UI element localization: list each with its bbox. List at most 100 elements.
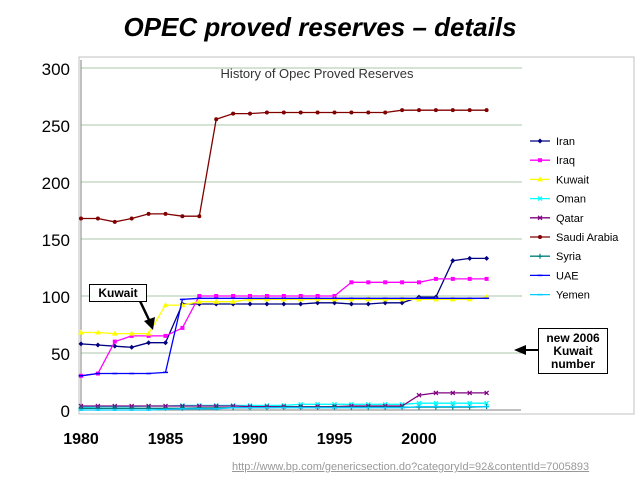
legend-label: Kuwait	[556, 174, 589, 186]
y-tick-label: 200	[42, 174, 70, 193]
data-point	[231, 111, 236, 116]
data-point	[315, 110, 320, 115]
data-point	[162, 302, 169, 308]
legend-item: UAE	[530, 270, 579, 282]
legend-label: Iran	[556, 136, 575, 148]
data-point	[332, 294, 337, 298]
data-point	[400, 108, 405, 113]
data-point	[78, 329, 84, 335]
x-tick-label: 1980	[63, 431, 99, 448]
kuwait-callout: Kuwait	[89, 284, 147, 302]
kuwait-callout-arrowhead	[144, 317, 155, 330]
data-point	[467, 255, 473, 261]
legend-label: UAE	[556, 270, 579, 282]
legend-label: Qatar	[556, 213, 584, 225]
new-kuwait-callout: new 2006 Kuwait number	[538, 328, 608, 374]
data-point	[366, 110, 371, 115]
data-point	[298, 294, 303, 298]
data-point	[213, 298, 220, 304]
data-point	[264, 110, 269, 115]
data-point	[417, 108, 421, 113]
data-point	[112, 219, 117, 224]
y-tick-label: 100	[42, 288, 70, 307]
data-point	[537, 215, 543, 221]
data-point	[467, 390, 473, 396]
data-point	[180, 214, 185, 219]
data-point	[214, 117, 219, 122]
data-point	[467, 276, 472, 281]
data-point	[399, 300, 405, 306]
legend-item: Saudi Arabia	[530, 232, 619, 244]
data-point	[450, 276, 455, 281]
data-point	[416, 392, 422, 398]
legend-item: Kuwait	[530, 174, 589, 186]
data-point	[467, 400, 473, 406]
data-point	[332, 110, 337, 115]
data-point	[78, 341, 84, 347]
data-point	[281, 110, 286, 115]
data-point	[298, 301, 304, 307]
y-tick-label: 50	[51, 345, 70, 364]
data-point	[281, 301, 287, 307]
new-kuwait-callout-line2: Kuwait	[553, 344, 593, 358]
x-tick-label: 2000	[401, 431, 437, 448]
data-point	[400, 280, 405, 285]
data-point	[537, 176, 543, 182]
data-point	[264, 301, 270, 307]
data-point	[163, 333, 168, 338]
data-point	[214, 294, 219, 298]
legend-label: Iraq	[556, 155, 575, 167]
data-point	[538, 235, 542, 239]
data-point	[484, 400, 490, 406]
x-tick-label: 1985	[148, 431, 184, 448]
legend-label: Oman	[556, 194, 586, 206]
data-point	[349, 280, 354, 285]
data-point	[264, 294, 269, 298]
source-link[interactable]: http://www.bp.com/genericsection.do?cate…	[232, 461, 590, 473]
data-point	[366, 280, 371, 285]
legend-item: Iraq	[530, 155, 575, 167]
slide-title: OPEC proved reserves – details	[123, 12, 517, 42]
data-point	[94, 329, 101, 335]
legend-item: Oman	[530, 194, 586, 206]
data-point	[248, 111, 252, 116]
legend-item: Qatar	[530, 213, 584, 225]
kuwait-callout-arrow	[138, 300, 152, 323]
data-point	[484, 390, 490, 396]
data-point	[417, 280, 421, 285]
series-iraq	[79, 276, 489, 378]
data-point	[196, 298, 203, 304]
data-point	[298, 110, 303, 115]
data-point	[484, 255, 490, 261]
legend-label: Saudi Arabia	[556, 232, 619, 244]
y-tick-labels: 0 50 100 150 200 250 300	[42, 60, 70, 421]
data-point	[348, 301, 354, 307]
data-point	[450, 400, 456, 406]
kuwait-callout-label: Kuwait	[98, 286, 138, 300]
data-point	[537, 196, 543, 202]
data-point	[112, 339, 117, 344]
chart-title: History of Opec Proved Reserves	[221, 66, 414, 81]
y-tick-label: 300	[42, 60, 70, 79]
data-point	[180, 325, 185, 330]
data-point	[416, 400, 422, 406]
data-point	[467, 108, 472, 113]
x-tick-label: 1995	[317, 431, 353, 448]
data-point	[163, 211, 168, 216]
data-point	[146, 340, 152, 346]
data-point	[95, 342, 101, 348]
data-point	[145, 330, 152, 336]
data-point	[383, 280, 388, 285]
data-point	[197, 214, 202, 219]
data-point	[537, 253, 543, 259]
data-point	[213, 405, 219, 411]
data-point	[484, 276, 489, 281]
new-kuwait-callout-line3: number	[550, 357, 595, 371]
y-tick-label: 0	[61, 402, 70, 421]
data-point	[95, 216, 100, 221]
data-point	[315, 294, 320, 298]
new-kuwait-callout-line1: new 2006	[546, 331, 600, 345]
data-point	[129, 344, 135, 350]
data-point	[315, 300, 321, 306]
